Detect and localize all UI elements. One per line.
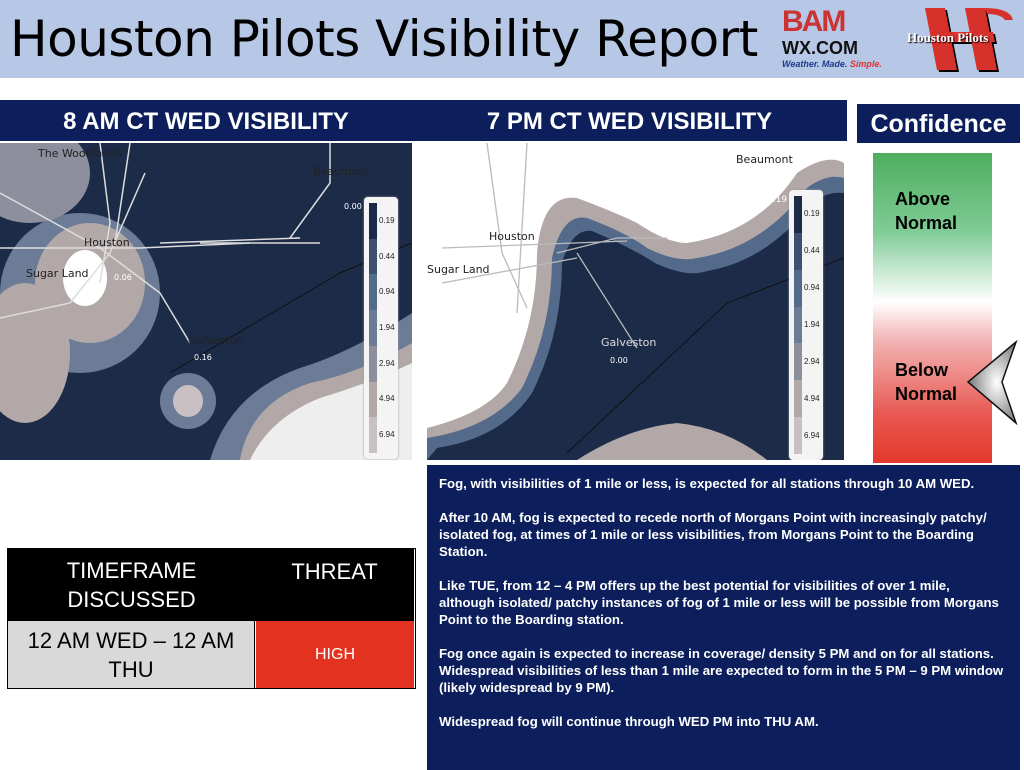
legend-swatch (369, 238, 377, 275)
header-threat: THREAT (255, 549, 414, 621)
legend-label: 0.44 (379, 251, 395, 261)
city-label-beaumont: Beaumont (736, 153, 793, 166)
city-label-beaumont: Beaumont (313, 165, 370, 178)
legend-swatch (794, 343, 802, 381)
threat-level-badge: HIGH (256, 621, 414, 688)
city-label-houston: Houston (489, 230, 535, 243)
legend-swatch (794, 269, 802, 307)
map-graphic (0, 143, 412, 460)
page-title: Houston Pilots Visibility Report (10, 10, 758, 68)
discussion-paragraph: Like TUE, from 12 – 4 PM offers up the b… (439, 578, 999, 627)
visibility-legend: 0.19 0.44 0.94 1.94 2.94 4.94 6.94 (789, 190, 823, 460)
legend-label: 2.94 (804, 356, 820, 366)
legend-swatch (794, 196, 802, 233)
city-label-galveston: Galveston (188, 334, 244, 347)
threat-table: TIMEFRAME DISCUSSED THREAT 12 AM WED – 1… (7, 548, 416, 689)
confidence-indicator-arrow-icon (966, 340, 1018, 425)
timeframe-value: 12 AM WED – 12 AM THU (8, 621, 255, 688)
confidence-title: Confidence (857, 104, 1020, 143)
confidence-above-normal: Above Normal (895, 189, 958, 233)
discussion-paragraph: Fog once again is expected to increase i… (439, 646, 1004, 695)
legend-swatch (369, 310, 377, 346)
confidence-scale: Above Normal Below Normal (873, 153, 992, 463)
map-graphic (427, 143, 844, 460)
houston-pilots-h-emblem-icon (925, 8, 1013, 72)
header-timeframe: TIMEFRAME DISCUSSED (8, 549, 255, 621)
visibility-map-8am: The Woodlands Beaumont Houston Sugar Lan… (0, 143, 412, 460)
visibility-legend: 0.19 0.44 0.94 1.94 2.94 4.94 6.94 (364, 197, 398, 459)
header-banner: Houston Pilots Visibility Report BAM WX.… (0, 0, 1024, 78)
bamwx-logo: BAM WX.COM Weather. Made. Simple. (782, 6, 902, 76)
bam-logo-text: BAM (782, 5, 846, 38)
station-value-beaumont: 0.00 (344, 202, 362, 211)
legend-swatch (794, 380, 802, 418)
city-label-sugar-land: Sugar Land (26, 267, 89, 280)
legend-swatch (369, 345, 377, 382)
confidence-below-normal: Below Normal (895, 360, 958, 404)
legend-label: 4.94 (804, 393, 820, 403)
legend-label: 0.19 (804, 209, 820, 219)
bam-logo-domain: WX.COM (782, 38, 858, 58)
legend-label: 0.94 (379, 287, 395, 297)
visibility-map-7pm: Beaumont Houston Sugar Land Galveston 0.… (427, 143, 844, 460)
city-label-the-woodlands: The Woodlands (38, 147, 123, 160)
station-value-galveston: 0.16 (194, 353, 212, 362)
station-value-houston: 0.06 (114, 273, 132, 282)
city-label-galveston: Galveston (601, 336, 657, 349)
bam-logo-tagline: Weather. Made. Simple. (782, 59, 882, 69)
legend-swatch (794, 306, 802, 344)
station-value-galveston: 0.00 (610, 356, 628, 365)
discussion-paragraph: Widespread fog will continue through WED… (439, 714, 819, 729)
legend-label: 1.94 (379, 323, 395, 332)
legend-label: 0.94 (804, 283, 820, 293)
legend-label: 1.94 (804, 320, 820, 329)
legend-label: 6.94 (804, 430, 820, 440)
map-title-8am: 8 AM CT WED VISIBILITY (0, 100, 412, 141)
city-label-sugar-land: Sugar Land (427, 263, 490, 276)
legend-label: 6.94 (379, 430, 395, 440)
legend-label: 4.94 (379, 394, 395, 404)
legend-swatch (369, 203, 377, 239)
legend-label: 2.94 (379, 358, 395, 368)
legend-label: 0.19 (379, 215, 395, 225)
station-value-beaumont: 2.19 (767, 195, 788, 205)
houston-pilots-logo: Houston Pilots (905, 6, 1017, 72)
forecast-discussion: Fog, with visibilities of 1 mile or less… (427, 465, 1020, 770)
legend-swatch (794, 232, 802, 270)
legend-swatch (369, 381, 377, 418)
discussion-paragraph: Fog, with visibilities of 1 mile or less… (439, 476, 975, 491)
map-title-7pm: 7 PM CT WED VISIBILITY (412, 100, 847, 141)
legend-swatch (369, 274, 377, 311)
legend-label: 0.44 (804, 246, 820, 256)
city-label-houston: Houston (84, 236, 130, 249)
legend-swatch (794, 417, 802, 454)
houston-pilots-logo-text: Houston Pilots (907, 30, 989, 45)
discussion-paragraph: After 10 AM, fog is expected to recede n… (439, 510, 987, 559)
legend-swatch (369, 417, 377, 453)
